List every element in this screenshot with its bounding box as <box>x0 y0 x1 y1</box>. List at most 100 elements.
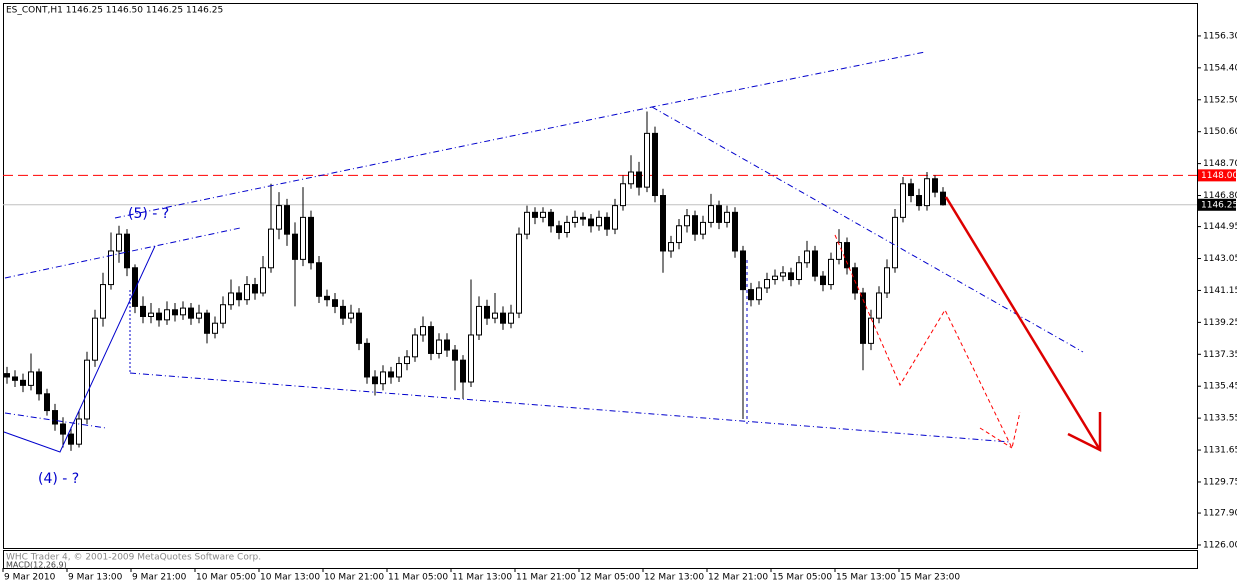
y-tick-label: 1133.55 <box>1203 414 1237 424</box>
candle-body <box>780 272 786 277</box>
candle-body <box>772 275 778 281</box>
candle-body <box>660 195 666 252</box>
candle-body <box>148 312 154 317</box>
candle-body <box>276 205 282 230</box>
x-tick-label: 12 Mar 21:00 <box>708 573 768 583</box>
candle-body <box>372 376 378 385</box>
candle-body <box>908 183 914 197</box>
candle-body <box>916 195 922 207</box>
candle-body <box>404 356 410 365</box>
candle-body <box>436 339 442 354</box>
lower-trend-line <box>129 372 1011 443</box>
candle-body <box>28 371 34 386</box>
candle-body <box>716 205 722 223</box>
x-tick-label: 15 Mar 13:00 <box>836 573 896 583</box>
candle-body <box>92 317 98 361</box>
y-tick-label: 1137.35 <box>1203 350 1237 360</box>
x-tick-label: 10 Mar 13:00 <box>260 573 320 583</box>
x-tick-label: 9 Mar 2010 <box>4 573 56 583</box>
y-tick-label: 1150.60 <box>1203 127 1237 137</box>
candle-body <box>572 216 578 223</box>
candle-body <box>444 339 450 351</box>
y-tick-label: 1131.65 <box>1203 446 1237 456</box>
projection-path <box>834 234 1021 450</box>
x-tick-label: 11 Mar 21:00 <box>516 573 576 583</box>
candle-body <box>828 258 834 286</box>
sell-arrow <box>944 196 1102 451</box>
candle-body <box>12 376 18 381</box>
candle-body <box>740 250 746 291</box>
candle-body <box>604 216 610 230</box>
channel-line <box>4 227 241 279</box>
candle-body <box>268 228 274 269</box>
wave-annotation: (4) - ? <box>38 471 79 487</box>
candle-body <box>812 250 818 277</box>
candle-body <box>188 307 194 319</box>
x-tick-label: 15 Mar 23:00 <box>900 573 960 583</box>
candle-body <box>484 305 490 319</box>
y-tick-label: 1148.70 <box>1203 159 1237 169</box>
x-tick-label: 10 Mar 21:00 <box>324 573 384 583</box>
candle-body <box>460 359 466 383</box>
candle-body <box>556 225 562 233</box>
candle-body <box>100 284 106 319</box>
candle-body <box>932 178 938 193</box>
x-tick-label: 9 Mar 13:00 <box>68 573 123 583</box>
candle-body <box>172 309 178 316</box>
candle-body <box>628 171 634 185</box>
x-tick-label: 10 Mar 05:00 <box>196 573 256 583</box>
watermark: WHC Trader 4, © 2001-2009 MetaQuotes Sof… <box>6 553 261 563</box>
candle-body <box>924 178 930 207</box>
candle-body <box>60 423 66 435</box>
candle-body <box>244 284 250 301</box>
candle-body <box>164 309 170 321</box>
candle-body <box>620 183 626 207</box>
candle-body <box>668 242 674 252</box>
candle-body <box>860 292 866 344</box>
price-label-box <box>1198 198 1236 211</box>
candle-body <box>220 304 226 324</box>
x-tick-label: 11 Mar 05:00 <box>388 573 448 583</box>
candle-body <box>260 267 266 294</box>
candle-body <box>364 342 370 378</box>
candle-body <box>548 211 554 227</box>
candle-body <box>724 211 730 223</box>
x-tick-label: 12 Mar 05:00 <box>580 573 640 583</box>
candle-body <box>804 250 810 264</box>
candle-body <box>252 284 258 294</box>
candle-body <box>388 371 394 378</box>
candle-body <box>156 312 162 321</box>
candle-body <box>316 262 322 297</box>
candle-body <box>332 299 338 307</box>
candle-body <box>692 215 698 235</box>
candle-body <box>940 191 946 206</box>
x-tick-label: 15 Mar 05:00 <box>772 573 832 583</box>
trend-drawings <box>3 51 1102 453</box>
candle-body <box>524 211 530 235</box>
y-tick-label: 1139.25 <box>1203 318 1237 328</box>
candle-body <box>236 292 242 301</box>
y-tick-label: 1127.90 <box>1203 509 1237 519</box>
channel-line <box>4 412 107 429</box>
candle-body <box>428 326 434 354</box>
candle-body <box>748 289 754 301</box>
candle-body <box>20 379 26 386</box>
candle-body <box>516 233 522 314</box>
candle-body <box>764 279 770 289</box>
candle-body <box>532 211 538 218</box>
candle-body <box>68 433 74 445</box>
candle-body <box>468 334 474 383</box>
candle-body <box>508 312 514 324</box>
y-tick-label: 1146.80 <box>1203 191 1237 201</box>
candle-body <box>180 307 186 316</box>
candle-body <box>596 216 602 227</box>
macd-pane <box>3 550 1198 569</box>
candle-body <box>732 211 738 252</box>
candle-body <box>124 233 130 269</box>
down-trend-line <box>651 106 1084 353</box>
candle-body <box>540 211 546 218</box>
projection-path <box>979 427 1013 449</box>
candle-body <box>652 132 658 197</box>
candle-body <box>636 171 642 188</box>
candle-body <box>476 305 482 336</box>
